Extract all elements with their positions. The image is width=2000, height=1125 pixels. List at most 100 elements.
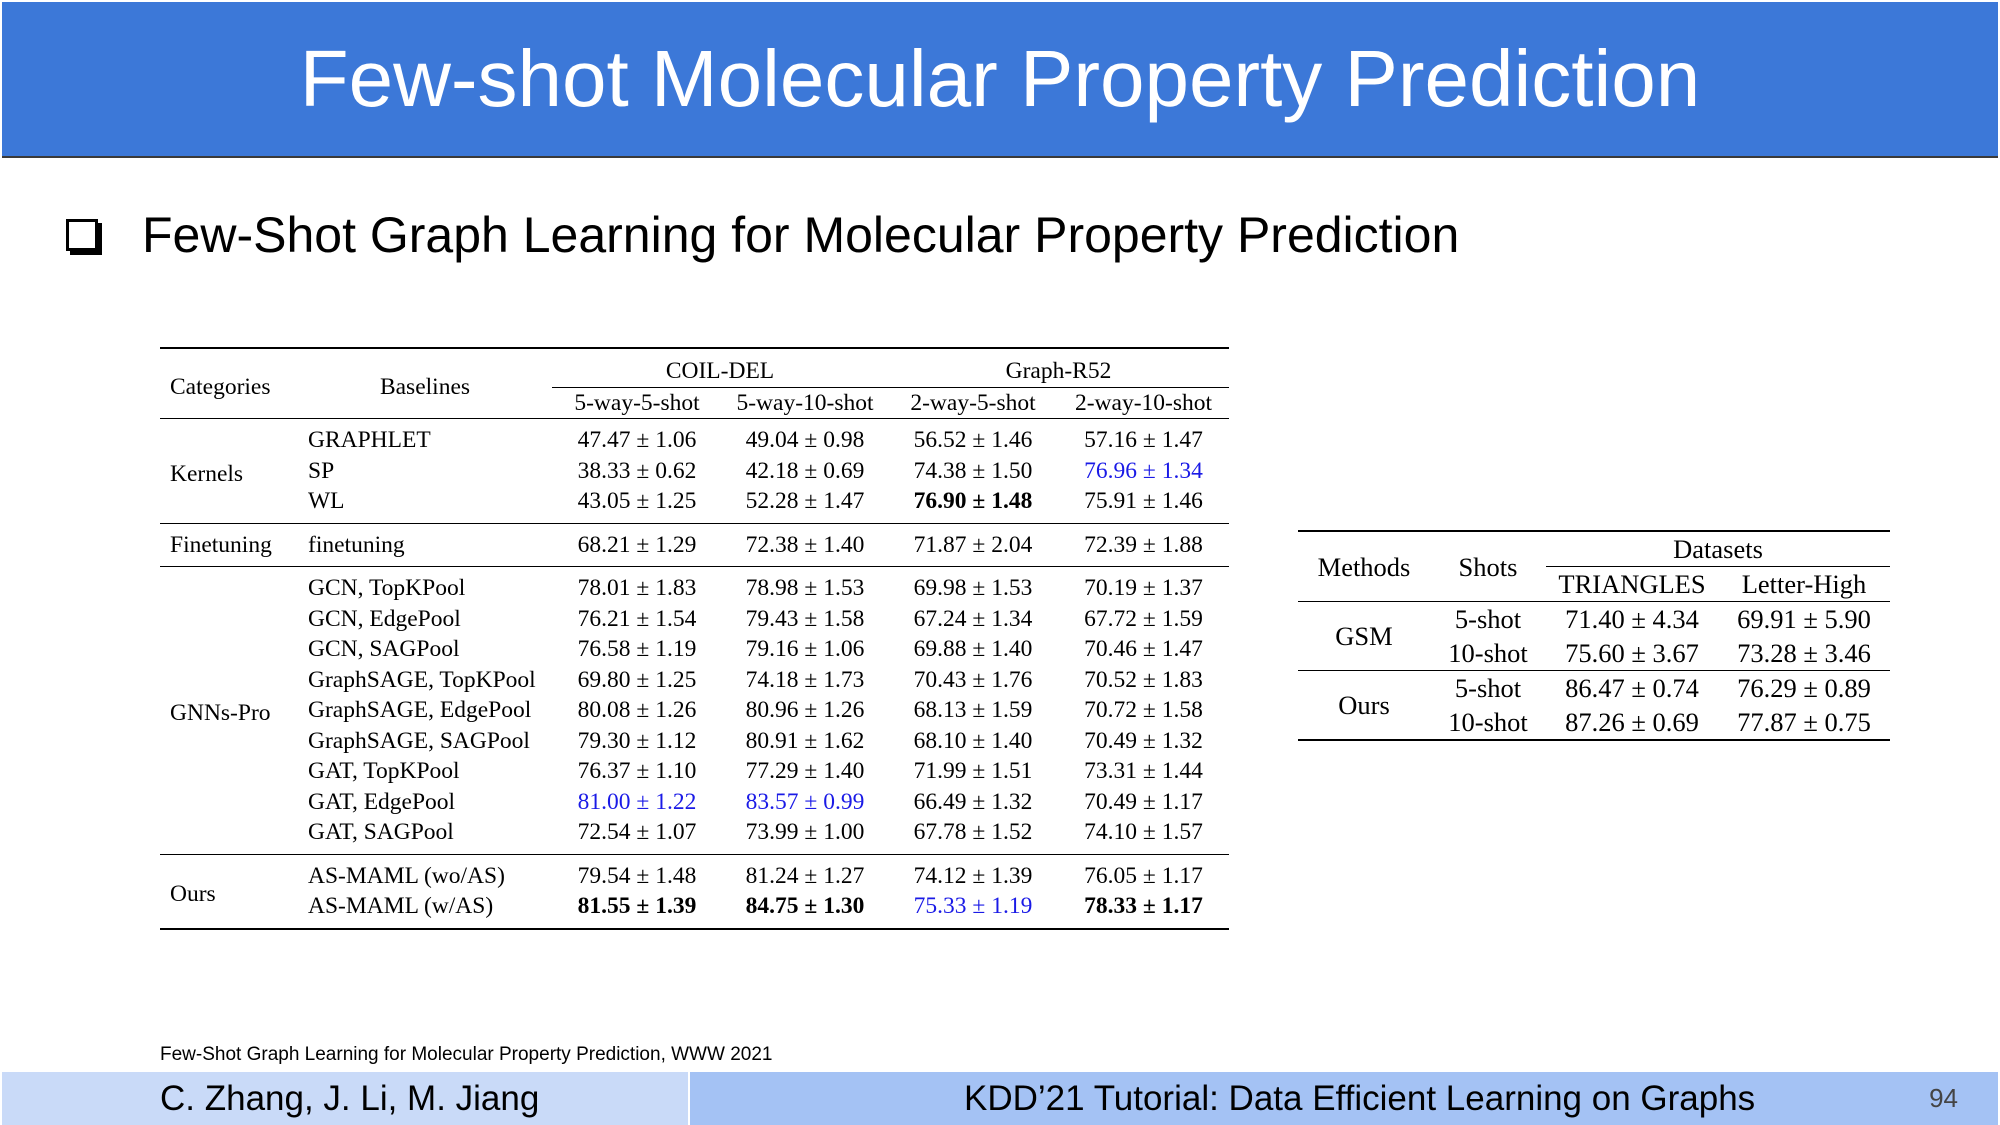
value-cell: 67.78 ± 1.52: [913, 819, 1033, 845]
value-cell: 76.58 ± 1.19: [577, 636, 697, 662]
value-cell: 76.21 ± 1.54: [577, 605, 697, 632]
table-row: GCN, SAGPool 76.58 ± 1.19 79.16 ± 1.06 69.8…: [160, 634, 1229, 665]
header-shots: Shots: [1458, 551, 1518, 582]
shot-cell: 10-shot: [1448, 638, 1528, 668]
value-cell: 70.49 ± 1.17: [1084, 788, 1203, 815]
value-cell: 52.28 ± 1.47: [745, 488, 865, 514]
category-cell: Ours: [170, 880, 216, 907]
category-cell: Kernels: [170, 460, 244, 487]
value-cell: 81.24 ± 1.27: [745, 862, 865, 889]
value-cell: 67.24 ± 1.34: [913, 605, 1033, 632]
category-cell: Finetuning: [170, 531, 272, 558]
value-cell: 72.38 ± 1.40: [745, 531, 865, 558]
page-number: 94: [1929, 1083, 1958, 1113]
table-row: GraphSAGE, TopKPool 69.80 ± 1.25 74.18 ± 1…: [160, 665, 1229, 696]
value-cell: 70.46 ± 1.47: [1084, 636, 1203, 662]
table-row: 10-shot 87.26 ± 0.69 77.87 ± 0.75: [1298, 705, 1890, 740]
table-row: Finetuning finetuning 68.21 ± 1.29 72.38 ± …: [160, 524, 1229, 567]
table-row: SP 38.33 ± 0.62 42.18 ± 0.69 74.38 ± 1.50 76…: [160, 456, 1229, 487]
value-cell: 76.29 ± 0.89: [1737, 673, 1871, 703]
baseline-cell: GraphSAGE, TopKPool: [308, 666, 536, 693]
value-cell: 86.47 ± 0.74: [1565, 673, 1699, 703]
value-cell: 72.39 ± 1.88: [1084, 531, 1203, 558]
value-cell: 73.31 ± 1.44: [1084, 758, 1203, 784]
header-datasets: Datasets: [1673, 534, 1763, 564]
value-cell: 78.01 ± 1.83: [577, 575, 697, 601]
baseline-cell: GraphSAGE, SAGPool: [308, 727, 530, 754]
table-row: GAT, TopKPool 76.37 ± 1.10 77.29 ± 1.40 71.…: [160, 756, 1229, 787]
value-cell: 72.54 ± 1.07: [577, 819, 697, 845]
header-5way5shot: 5-way-5-shot: [552, 386, 722, 419]
header-graph-r52: Graph-R52: [1005, 358, 1112, 384]
value-cell: 70.49 ± 1.32: [1084, 727, 1203, 754]
value-cell: 73.28 ± 3.46: [1737, 638, 1871, 668]
value-cell: 79.43 ± 1.58: [745, 605, 865, 632]
footer: C. Zhang, J. Li, M. Jiang KDD’21 Tutoria…: [2, 1072, 1998, 1125]
value-cell: 83.57 ± 0.99: [745, 788, 865, 815]
value-cell: 78.98 ± 1.53: [745, 575, 865, 601]
value-cell: 78.33 ± 1.17: [1084, 893, 1203, 919]
results-table-coil-graph: Categories Baselines COIL-DEL Graph-R52 …: [160, 347, 1229, 931]
value-cell: 43.05 ± 1.25: [577, 488, 697, 514]
value-cell: 56.52 ± 1.46: [913, 427, 1033, 453]
value-cell: 79.30 ± 1.12: [577, 727, 697, 754]
value-cell: 76.05 ± 1.17: [1084, 862, 1203, 889]
header-categories: Categories: [170, 373, 271, 400]
table-row: GNNs-Pro GCN, TopKPool 78.01 ± 1.83 78.98 ±…: [160, 567, 1229, 726]
value-cell: 80.96 ± 1.26: [745, 697, 865, 723]
table-row: WL 43.05 ± 1.25 52.28 ± 1.47 76.90 ± 1.48 75…: [160, 486, 1229, 523]
table-row: GraphSAGE, EdgePool 80.08 ± 1.26 80.96 ± 1…: [160, 695, 1229, 726]
baseline-cell: GRAPHLET: [308, 427, 431, 453]
reference-citation: Few-Shot Graph Learning for Molecular Pr…: [160, 1044, 773, 1065]
value-cell: 75.33 ± 1.19: [913, 893, 1033, 919]
value-cell: 71.99 ± 1.51: [913, 758, 1033, 784]
method-cell: Ours: [1338, 690, 1390, 720]
shot-cell: 10-shot: [1448, 707, 1528, 737]
table-row: GCN, EdgePool 76.21 ± 1.54 79.43 ± 1.58 67.…: [160, 604, 1229, 635]
value-cell: 74.12 ± 1.39: [913, 862, 1033, 889]
value-cell: 84.75 ± 1.30: [745, 893, 865, 919]
shot-cell: 5-shot: [1454, 604, 1522, 634]
table-row: GraphSAGE, SAGPool 79.30 ± 1.12 80.91 ± 1.…: [160, 726, 1229, 757]
value-cell: 77.29 ± 1.40: [745, 758, 865, 784]
value-cell: 75.91 ± 1.46: [1084, 488, 1203, 514]
results-table-triangles-letter: Methods Shots Datasets TRIANGLES Letter-…: [1298, 530, 1890, 742]
header-coil-del: COIL-DEL: [665, 358, 775, 384]
baseline-cell: AS-MAML (wo/AS): [308, 862, 505, 889]
category-cell: GNNs-Pro: [170, 700, 271, 726]
value-cell: 68.10 ± 1.40: [913, 727, 1033, 754]
table-row: 10-shot 75.60 ± 3.67 73.28 ± 3.46: [1298, 636, 1890, 671]
footer-tutorial: KDD’21 Tutorial: Data Efficient Learning…: [964, 1078, 1756, 1118]
table-row: Kernels GRAPHLET 47.47 ± 1.06 49.04 ± 0.98 5…: [160, 419, 1229, 487]
value-cell: 57.16 ± 1.47: [1084, 427, 1203, 453]
value-cell: 68.13 ± 1.59: [913, 697, 1033, 723]
value-cell: 70.52 ± 1.83: [1084, 666, 1203, 693]
baseline-cell: SP: [308, 457, 335, 484]
baseline-cell: GAT, TopKPool: [308, 758, 460, 784]
value-cell: 47.47 ± 1.06: [577, 427, 697, 453]
baseline-cell: GCN, EdgePool: [308, 605, 461, 632]
table-row: AS-MAML (w/AS) 81.55 ± 1.39 84.75 ± 1.30 75…: [160, 891, 1229, 929]
value-cell: 70.72 ± 1.58: [1084, 697, 1203, 723]
value-cell: 38.33 ± 0.62: [577, 457, 697, 484]
value-cell: 75.60 ± 3.67: [1565, 638, 1699, 668]
value-cell: 69.88 ± 1.40: [913, 636, 1033, 662]
value-cell: 49.04 ± 0.98: [745, 427, 865, 453]
baseline-cell: GraphSAGE, EdgePool: [308, 697, 532, 723]
header-2way5shot: 2-way-5-shot: [888, 386, 1058, 419]
footer-right: KDD’21 Tutorial: Data Efficient Learning…: [690, 1072, 1998, 1125]
baseline-cell: GCN, TopKPool: [308, 575, 466, 601]
bullet-row: Few-Shot Graph Learning for Molecular Pr…: [66, 206, 1459, 264]
value-cell: 80.91 ± 1.62: [745, 727, 865, 754]
header-letter-high: Letter-High: [1718, 566, 1890, 602]
slide-title: Few-shot Molecular Property Prediction: [299, 34, 1701, 123]
value-cell: 70.19 ± 1.37: [1084, 575, 1203, 601]
value-cell: 42.18 ± 0.69: [745, 457, 865, 484]
value-cell: 74.18 ± 1.73: [745, 666, 865, 693]
value-cell: 80.08 ± 1.26: [577, 697, 697, 723]
table-row: GAT, EdgePool 81.00 ± 1.22 83.57 ± 0.99 66.…: [160, 787, 1229, 818]
value-cell: 76.37 ± 1.10: [577, 758, 697, 784]
header-methods: Methods: [1317, 551, 1411, 582]
baseline-cell: GAT, SAGPool: [308, 819, 454, 845]
header-5way10shot: 5-way-10-shot: [722, 386, 888, 419]
